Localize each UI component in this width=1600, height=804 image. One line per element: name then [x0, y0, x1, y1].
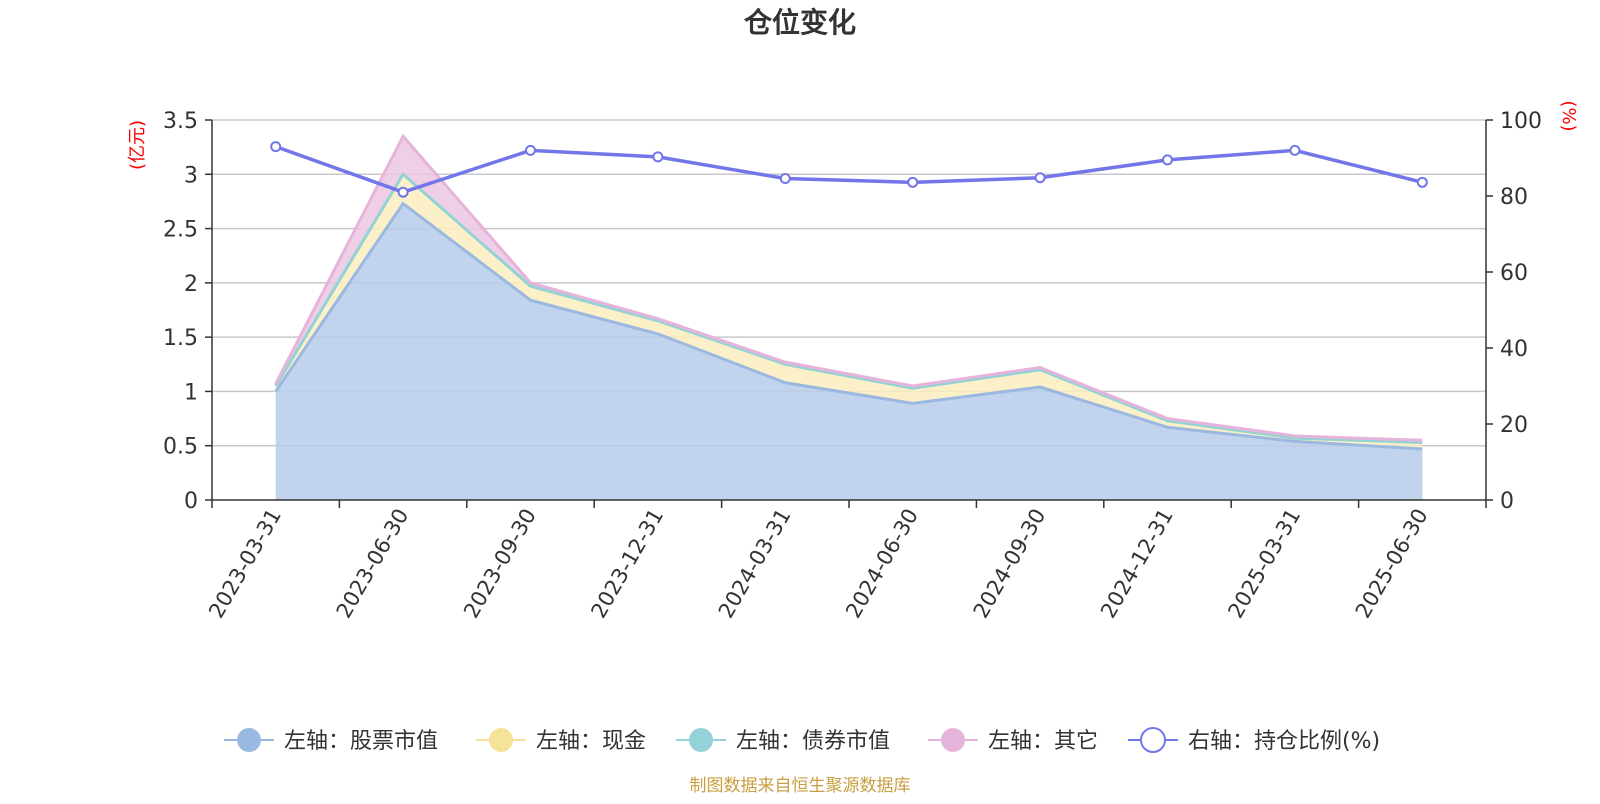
left-tick-label: 2 — [184, 272, 198, 297]
right-tick-label: 20 — [1500, 413, 1528, 438]
ratio-point — [270, 141, 282, 153]
ratio-point — [779, 173, 791, 185]
ratio-point — [1289, 144, 1301, 156]
area-line — [274, 201, 1423, 451]
left-tick-label: 1.5 — [163, 326, 198, 351]
legend-item[interactable]: 左轴：现金 — [476, 728, 646, 754]
legend-marker — [237, 728, 261, 752]
ratio-point — [1162, 154, 1173, 166]
legend-label: 左轴：现金 — [536, 729, 646, 754]
left-tick-label: 1 — [184, 380, 198, 405]
legend-item[interactable]: 左轴：其它 — [928, 728, 1098, 754]
legend-item[interactable]: 右轴：持仓比例(%) — [1128, 727, 1380, 754]
legend-item[interactable]: 左轴：债券市值 — [676, 728, 890, 754]
right-tick-label: 100 — [1500, 109, 1542, 134]
x-tick-label: 2024-09-30 — [969, 505, 1051, 623]
area-fill — [275, 174, 1423, 449]
stacked-areas — [274, 133, 1423, 500]
right-tick-label: 0 — [1500, 489, 1514, 514]
right-axis-unit: (%) — [1558, 100, 1579, 131]
area-fill — [275, 136, 1423, 443]
legend-marker — [489, 728, 513, 752]
legend-label: 右轴：持仓比例(%) — [1188, 729, 1380, 754]
right-tick-label: 60 — [1500, 261, 1528, 286]
ratio-point — [907, 176, 919, 188]
ratio-point — [1034, 172, 1046, 184]
left-tick-label: 3 — [184, 163, 198, 188]
x-tick-label: 2023-09-30 — [459, 505, 541, 623]
x-tick-label: 2025-06-30 — [1351, 505, 1433, 623]
x-tick-label: 2024-06-30 — [841, 504, 923, 622]
data-source-note: 制图数据来自恒生聚源数据库 — [690, 776, 911, 796]
legend: 左轴：股票市值 左轴：现金 左轴：债券市值 左轴：其它 右轴：持仓比例(%) — [224, 727, 1380, 754]
left-tick-label: 0.5 — [163, 435, 198, 460]
x-tick-label: 2024-12-31 — [1096, 505, 1178, 623]
legend-marker — [941, 728, 965, 752]
right-tick-label: 80 — [1500, 185, 1528, 210]
legend-label: 左轴：股票市值 — [284, 729, 438, 754]
x-tick-label: 2023-06-30 — [332, 504, 414, 622]
left-tick-label: 0 — [184, 489, 198, 514]
x-tick-label: 2024-03-31 — [714, 505, 796, 623]
right-tick-label: 40 — [1500, 337, 1528, 362]
legend-marker — [689, 728, 713, 752]
x-tick-label: 2025-03-31 — [1223, 505, 1305, 623]
area-line — [274, 171, 1423, 444]
left-tick-label: 3.5 — [163, 109, 198, 134]
left-axis-unit: (亿元) — [127, 120, 148, 170]
legend-label: 左轴：其它 — [988, 729, 1098, 754]
legend-label: 左轴：债券市值 — [736, 729, 890, 754]
ratio-point — [397, 186, 409, 198]
legend-item[interactable]: 左轴：股票市值 — [224, 728, 438, 754]
ratio-point — [652, 151, 664, 163]
ratio-point — [525, 144, 536, 156]
ratio-point — [1416, 176, 1428, 188]
ratio-line-path — [275, 144, 1423, 195]
x-tick-label: 2023-03-31 — [204, 505, 286, 623]
chart-title: 仓位变化 — [744, 6, 856, 39]
left-tick-label: 2.5 — [163, 218, 198, 243]
area-line — [274, 133, 1423, 442]
area-fill — [275, 203, 1423, 500]
ratio-line — [270, 141, 1428, 198]
x-tick-label: 2023-12-31 — [586, 505, 668, 623]
legend-marker — [1140, 727, 1166, 753]
